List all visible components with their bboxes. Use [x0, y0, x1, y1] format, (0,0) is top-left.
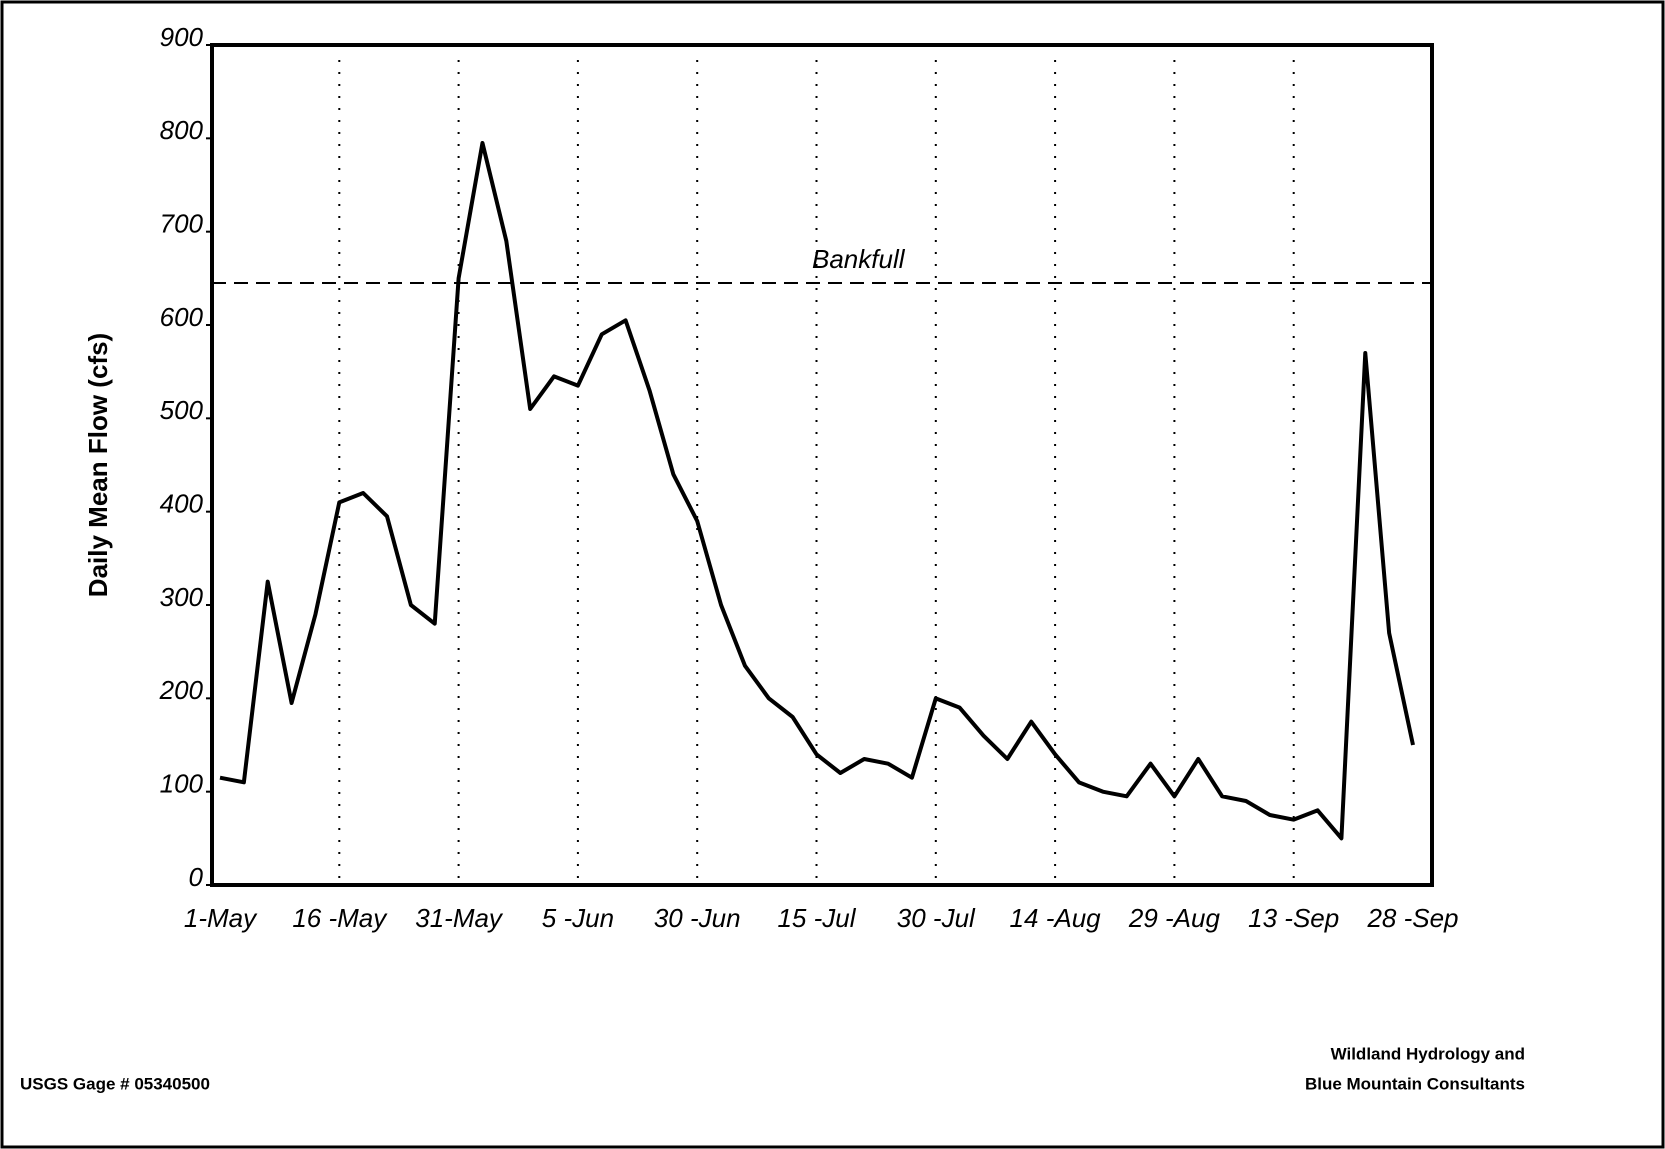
- footer-right: Wildland Hydrology and: [1331, 1044, 1525, 1063]
- x-tick-label: 16 -May: [292, 903, 388, 933]
- y-axis-label: Daily Mean Flow (cfs): [83, 333, 113, 597]
- y-tick-label: 600: [160, 302, 204, 332]
- y-tick-label: 900: [160, 22, 204, 52]
- plot-frame: [210, 43, 1434, 887]
- y-tick-label: 100: [160, 769, 204, 799]
- x-tick-label: 1-May: [184, 903, 258, 933]
- footer-right: Blue Mountain Consultants: [1305, 1074, 1525, 1093]
- x-tick-label: 30 -Jul: [897, 903, 976, 933]
- reference-label: Bankfull: [812, 244, 906, 274]
- x-tick-label: 14 -Aug: [1010, 903, 1102, 933]
- flow-line: [219, 141, 1415, 841]
- footer-left: USGS Gage # 05340500: [20, 1074, 210, 1093]
- x-tick-label: 29 -Aug: [1128, 903, 1221, 933]
- x-tick-label: 28 -Sep: [1366, 903, 1458, 933]
- x-tick-label: 30 -Jun: [654, 903, 741, 933]
- y-tick-label: 800: [160, 115, 204, 145]
- x-tick-label: 5 -Jun: [542, 903, 614, 933]
- x-tick-label: 13 -Sep: [1248, 903, 1339, 933]
- y-tick-label: 400: [160, 489, 204, 519]
- y-tick-label: 0: [189, 862, 204, 892]
- y-tick-label: 500: [160, 395, 204, 425]
- x-tick-label: 31-May: [415, 903, 504, 933]
- y-tick-label: 300: [160, 582, 204, 612]
- y-tick-label: 700: [160, 209, 204, 239]
- y-tick-label: 200: [159, 675, 204, 705]
- x-tick-label: 15 -Jul: [777, 903, 856, 933]
